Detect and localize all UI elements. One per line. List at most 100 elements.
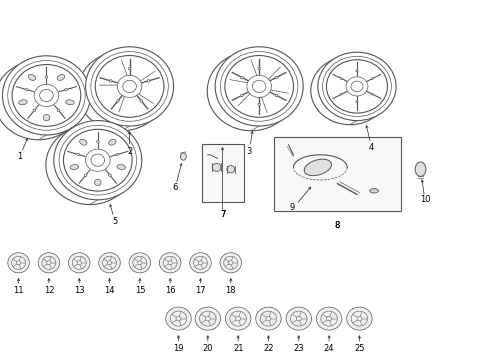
Ellipse shape xyxy=(64,89,67,91)
Text: 12: 12 xyxy=(43,286,54,294)
Ellipse shape xyxy=(99,253,120,273)
Ellipse shape xyxy=(246,75,271,98)
Text: 4: 4 xyxy=(368,143,373,152)
Ellipse shape xyxy=(159,253,181,273)
Ellipse shape xyxy=(33,109,36,112)
Text: 14: 14 xyxy=(104,286,115,294)
Text: 9: 9 xyxy=(289,202,294,211)
Text: 18: 18 xyxy=(225,286,236,294)
Ellipse shape xyxy=(117,75,142,98)
Text: 23: 23 xyxy=(293,343,304,353)
Ellipse shape xyxy=(224,55,293,117)
Ellipse shape xyxy=(117,165,125,170)
Ellipse shape xyxy=(70,165,79,170)
Ellipse shape xyxy=(80,139,87,145)
Ellipse shape xyxy=(116,153,119,156)
Ellipse shape xyxy=(68,253,90,273)
Ellipse shape xyxy=(28,75,36,80)
Ellipse shape xyxy=(63,129,132,191)
Text: 16: 16 xyxy=(164,286,175,294)
Ellipse shape xyxy=(96,140,99,143)
Bar xyxy=(202,144,243,202)
Ellipse shape xyxy=(257,67,260,70)
Ellipse shape xyxy=(95,55,163,117)
Ellipse shape xyxy=(54,121,142,200)
Ellipse shape xyxy=(215,47,303,126)
Text: 6: 6 xyxy=(172,183,177,192)
Ellipse shape xyxy=(19,100,27,105)
Ellipse shape xyxy=(340,93,342,95)
Ellipse shape xyxy=(85,149,110,171)
Ellipse shape xyxy=(128,67,131,70)
Ellipse shape xyxy=(225,307,250,330)
Ellipse shape xyxy=(340,78,342,80)
Ellipse shape xyxy=(240,76,243,78)
Ellipse shape xyxy=(140,100,142,102)
Ellipse shape xyxy=(220,253,241,273)
Ellipse shape xyxy=(57,75,64,80)
Text: 8: 8 xyxy=(334,220,339,230)
Ellipse shape xyxy=(326,60,386,113)
Ellipse shape xyxy=(2,56,90,135)
Ellipse shape xyxy=(195,307,220,330)
Text: 25: 25 xyxy=(353,343,364,353)
Ellipse shape xyxy=(180,153,186,160)
Text: 2: 2 xyxy=(127,147,132,156)
Ellipse shape xyxy=(370,78,373,80)
Ellipse shape xyxy=(240,94,243,96)
Ellipse shape xyxy=(257,103,260,105)
Ellipse shape xyxy=(108,174,111,176)
Text: 5: 5 xyxy=(112,217,117,226)
Ellipse shape xyxy=(275,76,277,78)
Ellipse shape xyxy=(285,307,311,330)
Ellipse shape xyxy=(57,109,60,112)
Ellipse shape xyxy=(94,179,101,186)
Ellipse shape xyxy=(370,93,373,95)
Ellipse shape xyxy=(226,166,234,173)
Text: 15: 15 xyxy=(134,286,145,294)
Text: 20: 20 xyxy=(202,343,213,353)
Ellipse shape xyxy=(77,153,80,156)
Text: 8: 8 xyxy=(334,220,339,230)
Text: 10: 10 xyxy=(419,195,430,204)
Ellipse shape xyxy=(346,77,367,96)
Ellipse shape xyxy=(212,163,221,171)
Ellipse shape xyxy=(355,70,357,72)
Text: 1: 1 xyxy=(17,152,22,161)
Text: 19: 19 xyxy=(173,343,183,353)
Ellipse shape xyxy=(129,253,150,273)
Ellipse shape xyxy=(34,84,59,107)
Ellipse shape xyxy=(346,307,371,330)
Text: 24: 24 xyxy=(323,343,334,353)
Text: 17: 17 xyxy=(195,286,205,294)
Ellipse shape xyxy=(255,307,281,330)
Text: 13: 13 xyxy=(74,286,84,294)
Text: 7: 7 xyxy=(220,210,224,219)
Ellipse shape xyxy=(414,162,425,176)
Ellipse shape xyxy=(108,139,116,145)
Text: 7: 7 xyxy=(220,210,224,219)
Ellipse shape xyxy=(275,94,277,96)
Text: 3: 3 xyxy=(246,147,251,156)
Text: 21: 21 xyxy=(232,343,243,353)
Text: 11: 11 xyxy=(13,286,24,294)
Ellipse shape xyxy=(369,189,378,193)
Ellipse shape xyxy=(85,47,173,126)
Ellipse shape xyxy=(355,101,357,103)
Ellipse shape xyxy=(316,307,341,330)
Ellipse shape xyxy=(25,89,28,91)
Ellipse shape xyxy=(304,159,331,176)
Ellipse shape xyxy=(84,174,87,176)
Text: 22: 22 xyxy=(263,343,273,353)
Ellipse shape xyxy=(12,64,81,126)
Ellipse shape xyxy=(165,307,191,330)
Ellipse shape xyxy=(109,80,112,82)
Ellipse shape xyxy=(147,80,149,82)
Ellipse shape xyxy=(189,253,211,273)
Bar xyxy=(273,137,400,211)
Ellipse shape xyxy=(65,100,74,105)
Ellipse shape xyxy=(38,253,60,273)
Ellipse shape xyxy=(8,253,29,273)
Ellipse shape xyxy=(317,52,395,121)
Ellipse shape xyxy=(116,100,119,102)
